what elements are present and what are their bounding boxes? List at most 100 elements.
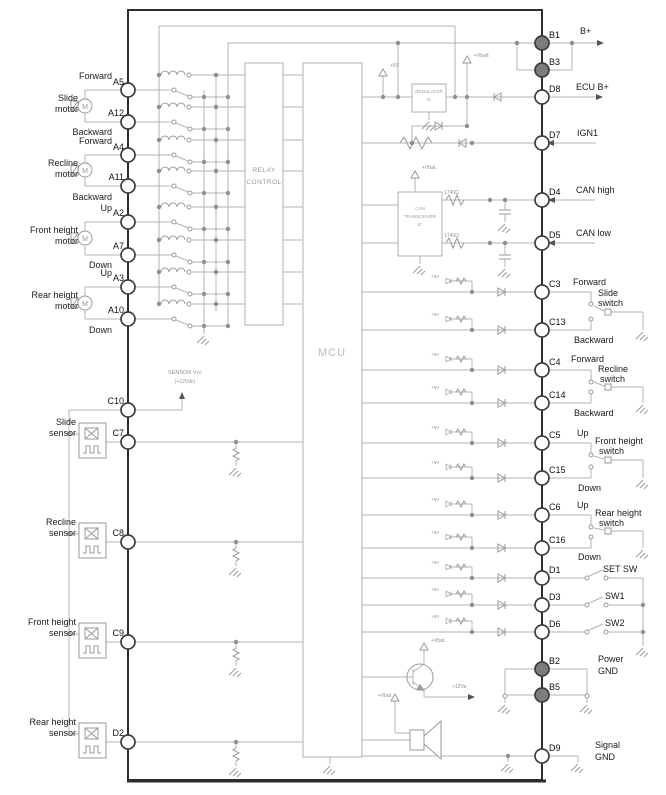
svg-text:M: M [82,301,88,308]
sensor-label-front-height-1: Front height [27,617,76,627]
dir-label-sw-recline-backward: Backward [574,408,614,418]
vbat-can-supply-icon [410,170,420,179]
vbat-transistor-label: +Vbat. [431,638,446,644]
power-gnd-label-1: Power [598,654,624,664]
slide-sensor-symbol [78,422,107,459]
pin-label-d6: D6 [549,619,561,629]
contact-circles [66,72,612,699]
pullup-label: +5V [431,274,440,279]
pullup-label: +5V [431,385,440,390]
relay-control-label-2: CONTROL [246,179,282,186]
pin-label-a7: A7 [112,241,124,251]
sensor-label-recline-2: sensor [48,528,76,538]
can-transceiver-label-2: TRANSCEIVER [403,214,436,219]
pullup-label: +5V [431,352,440,357]
sensor-label-rear-height-2: sensor [48,728,76,738]
dir-label-sw-slide-backward: Backward [574,335,614,345]
pin-label-b2: B2 [549,656,561,666]
front-height-sensor-symbol [78,622,107,659]
motor-label-slide-2: motor [54,104,78,114]
pullup-label: +5V [431,425,440,430]
can-resistor-label-1: 1740Ω [444,190,459,196]
v12-out-label: +12Va [452,684,467,690]
switch-label-sw1: SW1 [605,591,625,601]
pin-label-a11: A11 [108,172,124,182]
motor-symbol-letters: M M M M [82,104,88,308]
sensor-label-rear-height-1: Rear height [29,717,76,727]
motor-label-slide-1: Slide [57,93,78,103]
pin-label-c3: C3 [549,279,561,289]
motor-label-front-height-1: Front height [29,225,78,235]
pin-label-c10: C10 [107,396,124,406]
relay-coils [160,70,186,305]
dir-label-front-down: Down [88,260,112,270]
sensor-vcc-sub-label: (+12Vdc) [174,379,196,385]
pin-label-c7: C7 [112,428,124,438]
sensor-vcc-label: SENSOR Vcc [168,370,202,376]
pin-label-c5: C5 [549,430,561,440]
pin-label-d2: D2 [112,728,124,738]
signal-label-can-low: CAN low [576,228,612,238]
pullup-label: +5V [431,560,440,565]
pin-label-d3: D3 [549,592,561,602]
signal-label-ecu-b-plus: ECU B+ [576,82,609,92]
switch-label-slide-2: switch [598,298,624,308]
pin-label-c15: C15 [549,465,566,475]
pin-label-d7: D7 [549,130,561,140]
resistor-symbols [231,135,511,762]
signal-label-can-high: CAN high [576,185,615,195]
regulator-label-2: IC [426,97,432,102]
switch-label-rear-height-2: switch [599,518,625,528]
wires [68,25,644,766]
switch-label-front-height-1: Front height [595,436,644,446]
pin-label-a12: A12 [107,108,124,118]
regulator-block [411,83,447,113]
pin-label-c8: C8 [112,528,124,538]
pullup-label: +5V [431,587,440,592]
pin-label-d9: D9 [549,743,561,753]
v5-supply-icon [378,68,388,77]
pullup-label: +5V [431,460,440,465]
dir-label-front-up: Up [100,203,112,213]
pin-label-a10: A10 [107,305,124,315]
relay-control-block [244,62,284,326]
can-transceiver-block [397,191,443,257]
transistor-emitter-arrow [416,684,425,691]
pullup-label: +5V [431,530,440,535]
signal-label-ign1: IGN1 [577,128,599,138]
dir-label-rear-up: Up [100,268,112,278]
pin-label-d5: D5 [549,230,561,240]
sensor-label-front-height-2: sensor [48,628,76,638]
dir-label-recline-forward: Forward [78,136,112,146]
dir-label-slide-backward: Backward [72,127,112,137]
sensor-label-recline-1: Recline [45,517,76,527]
motor-icons [70,98,93,311]
motor-label-rear-height-2: motor [54,301,78,311]
signal-gnd-label-2: GND [595,752,615,762]
dir-label-sw-front-down: Down [578,483,602,493]
pin-label-a4: A4 [112,142,124,152]
pullup-label: +5V [431,614,440,619]
v5-label: +5V [390,63,400,69]
pin-label-b1: B1 [549,30,561,40]
vbat-transistor-supply-icon [419,642,429,651]
pullup-label: +5V [431,312,440,317]
switch-label-recline-2: switch [600,374,626,384]
can-transceiver-label-1: CAN [415,206,425,211]
svg-text:M: M [82,236,88,243]
pin-label-a5: A5 [112,77,124,87]
pin-label-a2: A2 [112,208,124,218]
switch-label-front-height-2: switch [599,446,625,456]
vbat-can-label: +Vbat. [422,165,437,171]
vbatt-supply-icon [462,55,472,64]
switch-label-recline-1: Recline [598,364,629,374]
vbat-speaker-supply-icon [390,693,400,702]
motor-label-rear-height-1: Rear height [31,290,78,300]
switch-label-sw2: SW2 [605,618,625,628]
dir-label-sw-rear-up: Up [577,500,589,510]
pin-label-d8: D8 [549,84,561,94]
pin-label-c9: C9 [112,628,124,638]
vbatt-label: +Vbatt [474,53,489,59]
